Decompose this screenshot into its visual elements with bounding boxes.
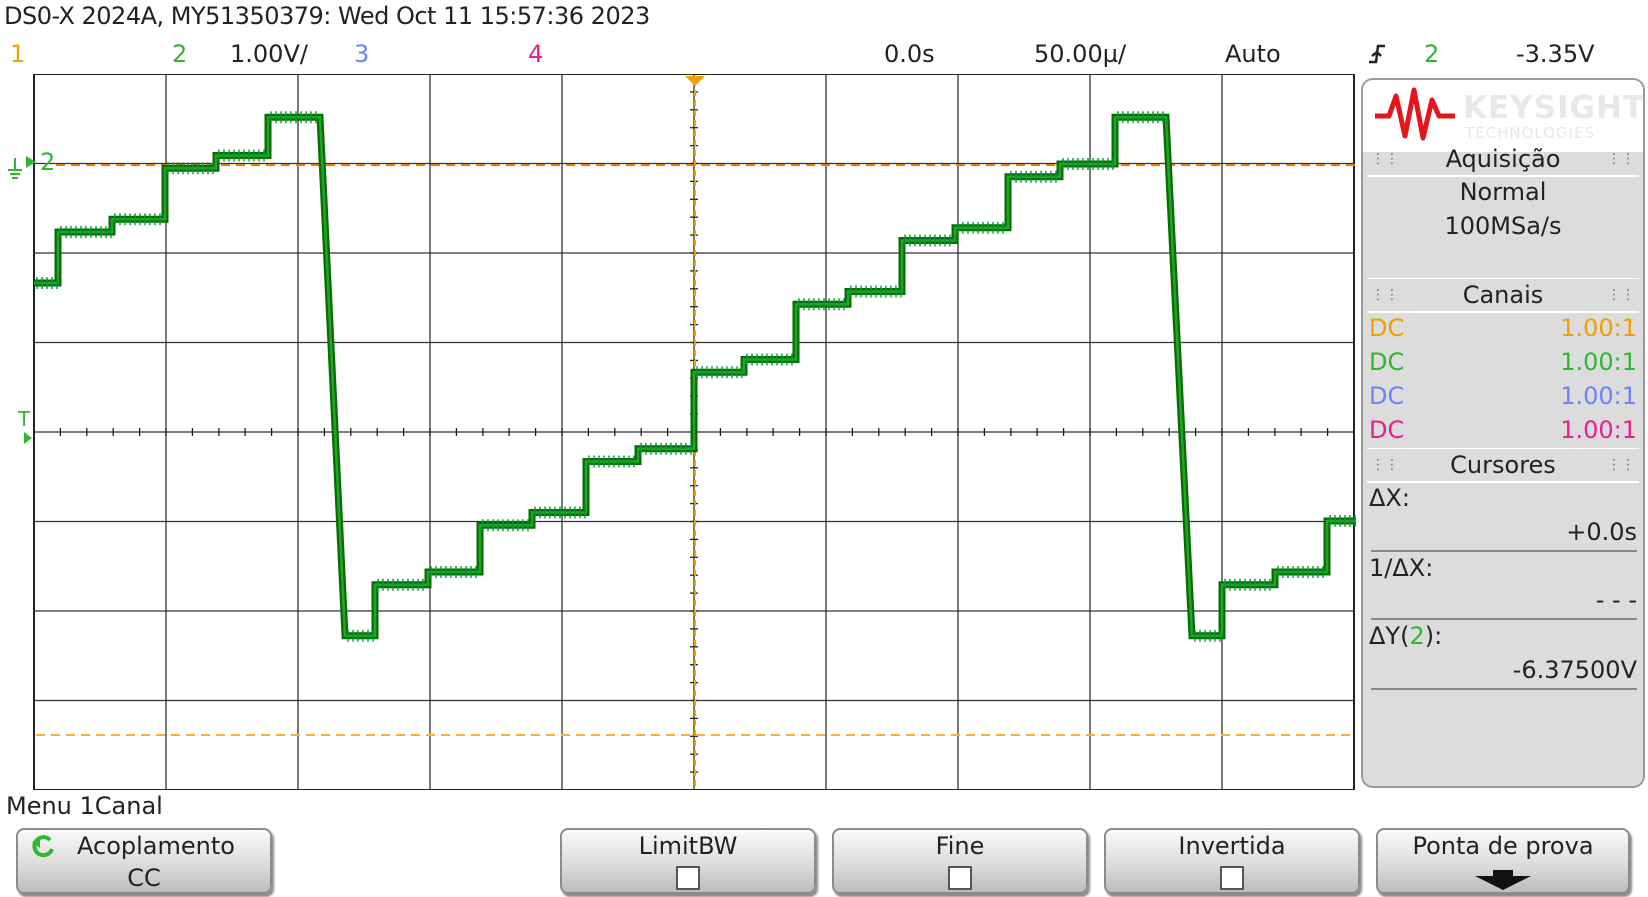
delta-x-label: ΔX: — [1369, 484, 1410, 512]
delta-y-channel: 2 — [1409, 622, 1425, 650]
trigger-mode: Auto — [1225, 40, 1281, 68]
trigger-position-icon — [685, 76, 705, 86]
softkey-coupling[interactable]: Acoplamento CC — [16, 828, 272, 894]
trigger-slope-icon — [1366, 40, 1388, 72]
delay-value: 0.0s — [884, 40, 935, 68]
grip-icon: ⋮⋮ — [1607, 151, 1635, 167]
fine-checkbox[interactable] — [948, 866, 972, 890]
channel-2-trace — [34, 116, 1356, 638]
inverse-delta-x-label: 1/ΔX: — [1369, 554, 1434, 582]
trigger-level-marker-label[interactable]: T — [17, 407, 31, 431]
channel-3-coupling: DC — [1369, 382, 1405, 410]
acquisition-mode: Normal — [1459, 178, 1547, 206]
grip-icon: ⋮⋮ — [1371, 287, 1399, 303]
channels-title: Canais — [1462, 281, 1544, 309]
keysight-logo: KEYSIGHT TECHNOLOGIES — [1363, 80, 1644, 152]
channel-2-probe-ratio: 1.00:1 — [1560, 348, 1637, 376]
delta-y-value: -6.37500V — [1512, 656, 1637, 684]
rotate-knob-icon — [28, 834, 58, 864]
softkey-probe[interactable]: Ponta de prova — [1376, 828, 1630, 894]
softkey-fine[interactable]: Fine — [832, 828, 1088, 894]
grip-icon: ⋮⋮ — [1371, 151, 1399, 167]
menu-title: Menu 1Canal — [6, 792, 163, 820]
channel-2-scale: 1.00V/ — [230, 40, 308, 68]
waveform-display[interactable]: 2 T — [0, 73, 1358, 791]
grip-icon: ⋮⋮ — [1607, 457, 1635, 473]
brand-name: KEYSIGHT — [1463, 90, 1643, 126]
channel-3-label[interactable]: 3 — [354, 40, 370, 68]
delta-y-label-prefix: ΔY( — [1369, 622, 1410, 650]
softkey-bw-limit-label: LimitBW — [638, 832, 738, 860]
trigger-source: 2 — [1424, 40, 1440, 68]
channel-1-label[interactable]: 1 — [10, 40, 26, 68]
channels-section-header[interactable]: ⋮⋮ Canais ⋮⋮ — [1367, 278, 1639, 313]
ch2-ground-arrow-icon[interactable] — [26, 156, 36, 168]
channel-4-probe-ratio: 1.00:1 — [1560, 416, 1637, 444]
softkey-fine-label: Fine — [935, 832, 985, 860]
acquisition-rate: 100MSa/s — [1444, 212, 1562, 240]
info-sidebar: KEYSIGHT TECHNOLOGIES ⋮⋮ Aquisição ⋮⋮ No… — [1361, 78, 1645, 788]
channel-1-coupling: DC — [1369, 314, 1405, 342]
brand-subname: TECHNOLOGIES — [1464, 124, 1595, 142]
softkey-invert[interactable]: Invertida — [1104, 828, 1360, 894]
delta-y-label-suffix: ): — [1424, 622, 1443, 650]
channel-2-coupling: DC — [1369, 348, 1405, 376]
softkey-probe-label: Ponta de prova — [1412, 832, 1594, 860]
window-title: DS0-X 2024A, MY51350379: Wed Oct 11 15:5… — [4, 2, 650, 30]
softkey-coupling-label: Acoplamento — [77, 832, 235, 860]
channel-2-label[interactable]: 2 — [172, 40, 188, 68]
grip-icon: ⋮⋮ — [1371, 457, 1399, 473]
softkey-bw-limit[interactable]: LimitBW — [560, 828, 816, 894]
cursors-section-header[interactable]: ⋮⋮ Cursores ⋮⋮ — [1367, 448, 1639, 483]
grip-icon: ⋮⋮ — [1607, 287, 1635, 303]
inverse-delta-x-value: - - - — [1595, 586, 1637, 614]
ground-symbol-icon — [8, 158, 22, 179]
divider — [1371, 688, 1637, 690]
trace-noise — [36, 111, 1356, 642]
channel-1-probe-ratio: 1.00:1 — [1560, 314, 1637, 342]
delta-y-label: ΔY(2): — [1369, 622, 1442, 650]
acquisition-title: Aquisição — [1445, 145, 1561, 173]
invert-checkbox[interactable] — [1220, 866, 1244, 890]
submenu-arrow-icon — [1473, 870, 1533, 894]
softkey-invert-label: Invertida — [1178, 832, 1286, 860]
softkey-coupling-value: CC — [127, 864, 161, 892]
cursors-title: Cursores — [1450, 451, 1556, 479]
divider — [1371, 618, 1637, 620]
delta-x-value: +0.0s — [1566, 518, 1637, 546]
trigger-level: -3.35V — [1516, 40, 1595, 68]
trigger-level-arrow-icon[interactable] — [24, 432, 32, 444]
channel-4-label[interactable]: 4 — [528, 40, 544, 68]
channel-4-coupling: DC — [1369, 416, 1405, 444]
divider — [1371, 550, 1637, 552]
bw-limit-checkbox[interactable] — [676, 866, 700, 890]
ch2-ground-marker-label[interactable]: 2 — [40, 148, 55, 176]
channel-3-probe-ratio: 1.00:1 — [1560, 382, 1637, 410]
timebase-value: 50.00µ/ — [1034, 40, 1127, 68]
acquisition-section-header[interactable]: ⋮⋮ Aquisição ⋮⋮ — [1367, 142, 1639, 177]
